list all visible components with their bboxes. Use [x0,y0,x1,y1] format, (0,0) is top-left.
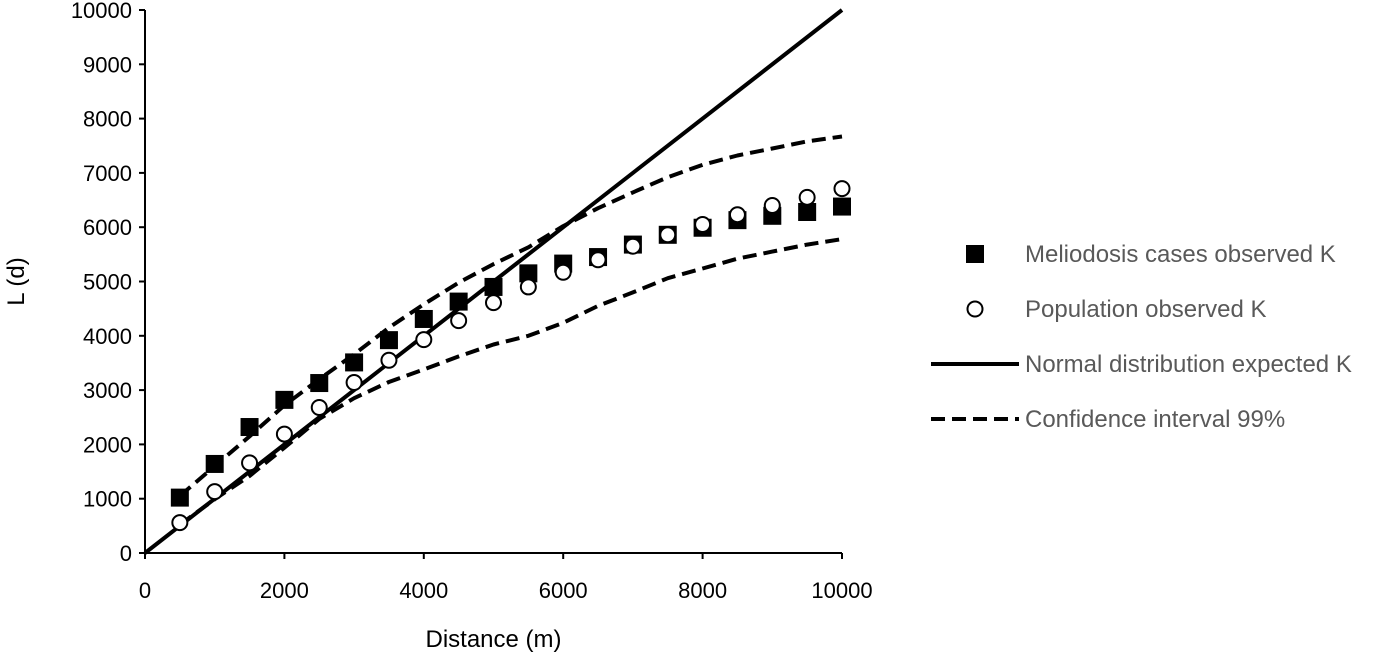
data-point [624,237,642,255]
legend-item: Population observed K [966,296,1267,323]
data-point [833,197,851,216]
series-meliodosis-cases-observed-k [170,197,851,507]
legend-item: Normal distribution expected K [931,351,1352,378]
data-point [310,374,329,393]
series-population-observed-k [171,180,851,532]
data-point [171,514,189,532]
y-tick-label: 5000 [83,270,132,295]
data-point [380,351,398,369]
x-tick-label: 2000 [260,578,309,603]
series-line [178,237,843,527]
data-point [205,454,224,473]
data-point [763,196,781,214]
data-point [241,454,259,472]
y-tick-label: 7000 [83,161,132,186]
data-point [659,226,677,244]
legend-item: Meliodosis cases observed K [966,241,1336,268]
data-point [798,188,816,206]
data-point [450,312,468,330]
legend-label: Normal distribution expected K [1025,351,1352,378]
x-axis-title: Distance (m) [425,626,561,653]
data-point [833,180,851,198]
data-point [798,202,817,221]
x-tick-label: 8000 [678,578,727,603]
legend-label: Confidence interval 99% [1025,406,1285,433]
data-point [554,263,572,281]
plot-area [143,8,851,555]
data-point [240,418,259,437]
data-point [519,264,538,283]
legend: Meliodosis cases observed K Population ob… [931,241,1352,433]
y-tick-label: 8000 [83,107,132,132]
y-tick-label: 0 [120,541,132,566]
axes: 0 2000 4000 6000 8000 10000 0 1000 2000 3000 4000… [71,0,873,603]
series-confidence-interval-99-lower [178,237,843,527]
y-tick-label: 9000 [83,52,132,77]
data-point [728,206,746,224]
series-line [178,134,843,498]
data-point [379,331,398,350]
data-point [414,309,433,328]
data-point [345,373,363,391]
data-point [170,488,189,507]
y-tick-label: 4000 [83,324,132,349]
data-point [485,294,502,312]
data-point [206,483,224,501]
data-point [275,425,293,443]
y-tick-label: 6000 [83,215,132,240]
legend-marker [966,245,984,263]
data-point [519,278,537,296]
y-axis-title: L (d) [3,257,30,305]
legend-marker [966,300,984,318]
data-point [694,215,712,233]
legend-item: Confidence interval 99% [931,406,1285,433]
y-tick-label: 10000 [71,0,132,23]
data-point [589,251,607,269]
x-tick-label: 10000 [811,578,872,603]
data-point [275,390,294,409]
data-point [449,292,468,311]
series-confidence-interval-99 [178,134,843,498]
y-tick-label: 3000 [83,378,132,403]
data-point [345,353,364,372]
data-point [415,331,433,349]
x-tick-label: 4000 [399,578,448,603]
y-axis-ticks: 0 1000 2000 3000 4000 5000 6000 7000 8000 9000 100… [71,0,145,566]
y-tick-label: 2000 [83,432,132,457]
y-tick-label: 1000 [83,487,132,512]
legend-label: Meliodosis cases observed K [1025,241,1336,268]
data-point [484,277,503,296]
x-tick-label: 0 [139,578,151,603]
data-point [310,398,328,416]
legend-label: Population observed K [1025,296,1267,323]
x-tick-label: 6000 [539,578,588,603]
x-axis-ticks: 0 2000 4000 6000 8000 10000 [139,553,873,603]
